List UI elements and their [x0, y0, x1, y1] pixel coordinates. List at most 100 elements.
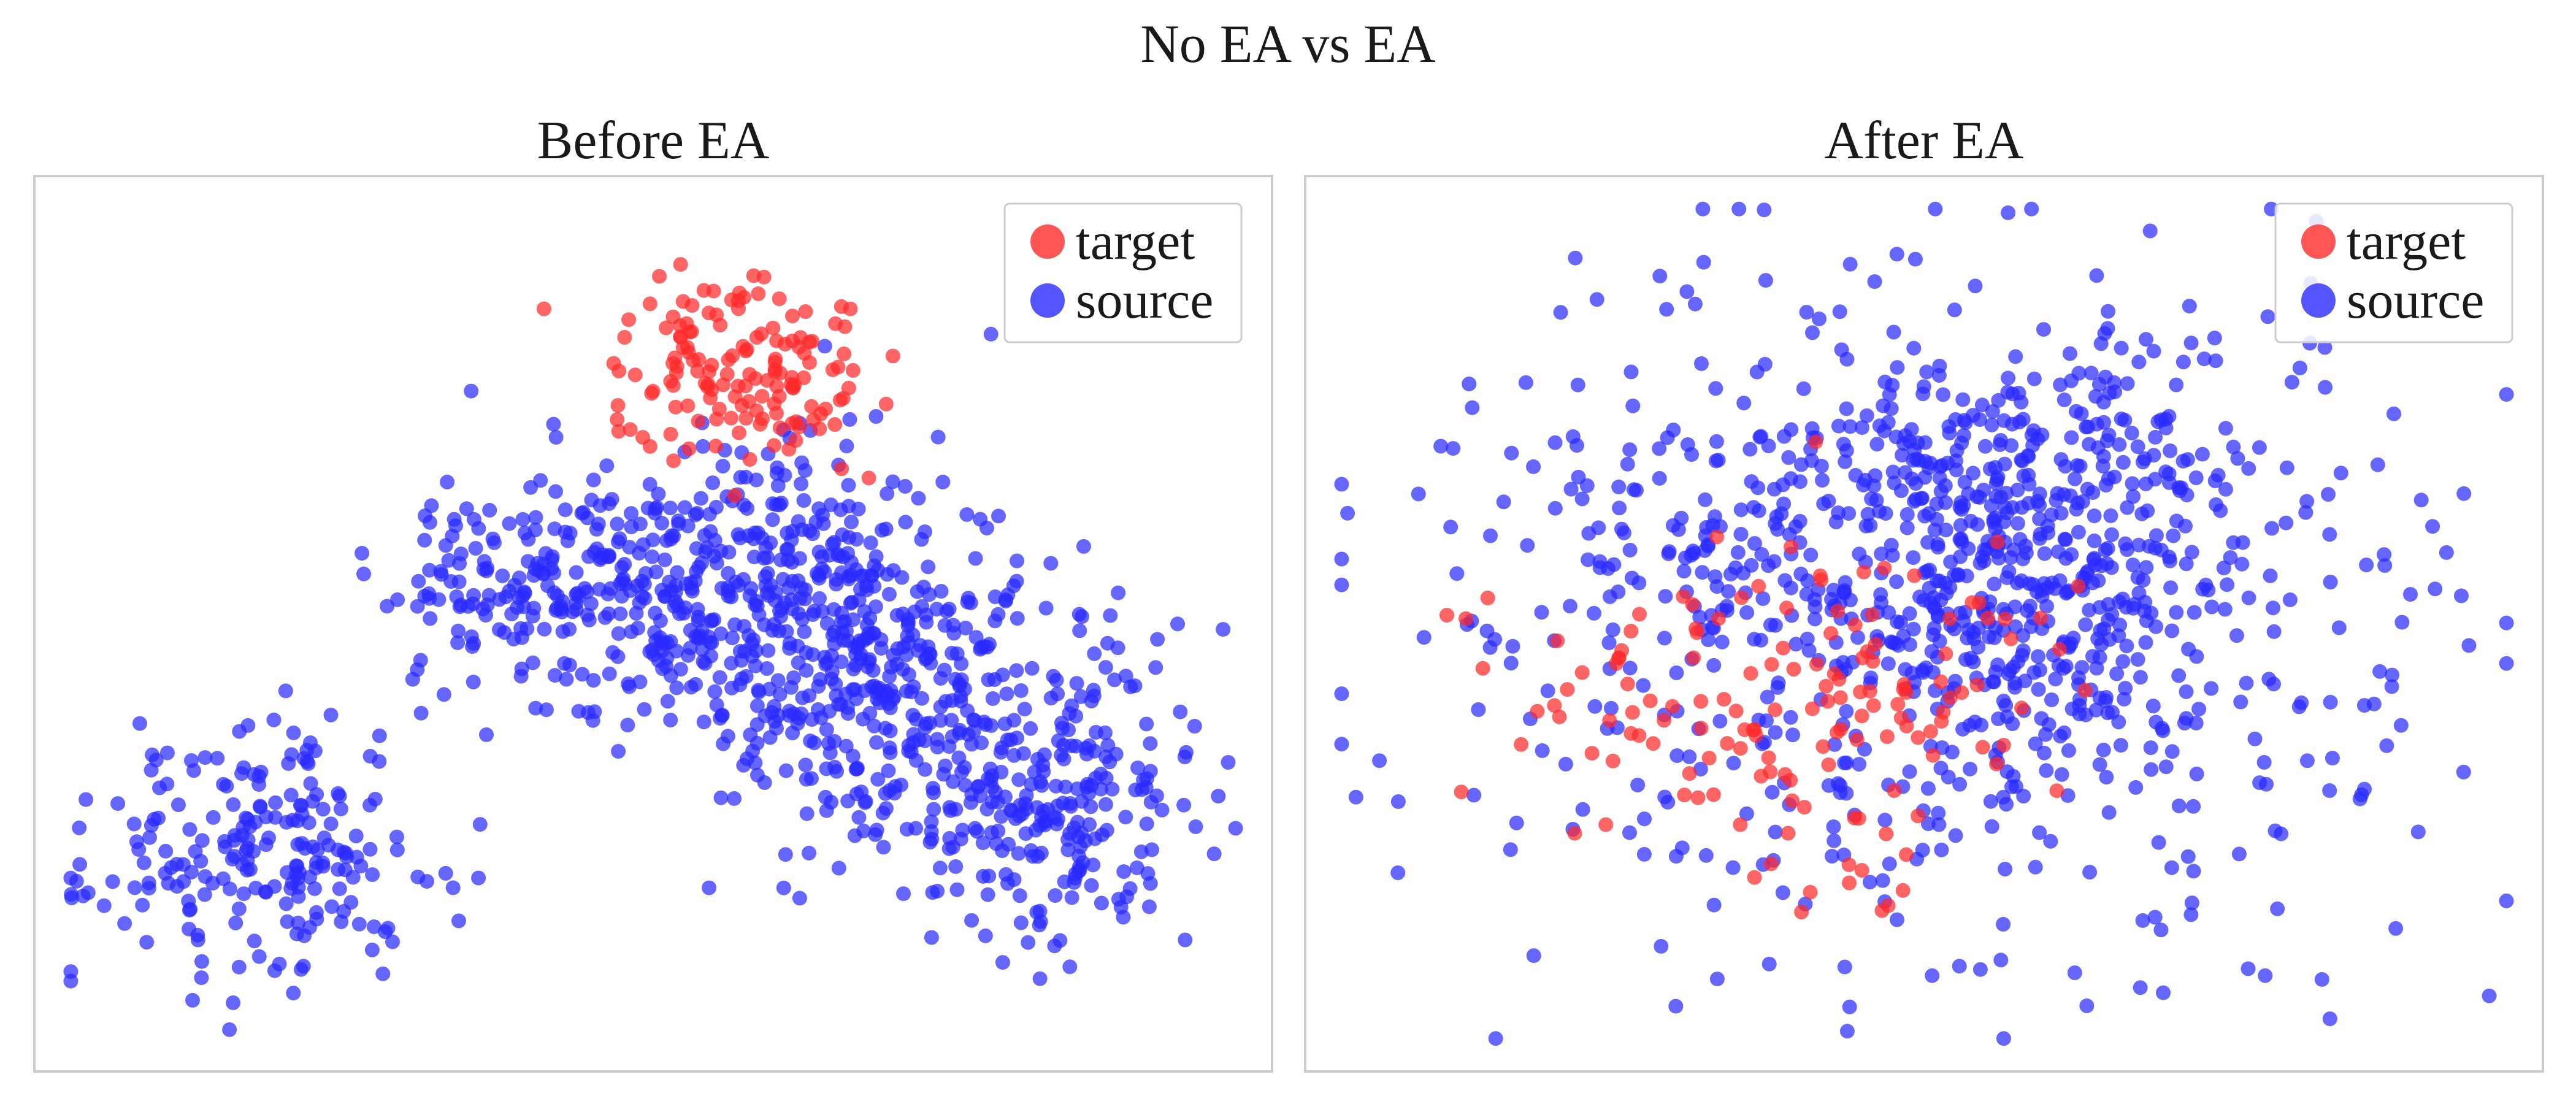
target-point	[1530, 703, 1545, 719]
source-point	[185, 992, 200, 1008]
source-point	[2292, 360, 2307, 375]
figure-title: No EA vs EA	[1140, 15, 1436, 74]
source-point	[878, 786, 893, 801]
target-point	[768, 351, 783, 367]
source-point	[294, 798, 309, 813]
source-point	[790, 716, 805, 731]
source-point	[1018, 826, 1033, 841]
source-point	[901, 743, 916, 759]
source-point	[702, 880, 717, 895]
source-point	[1920, 816, 1936, 831]
source-point	[1636, 846, 1652, 862]
source-point	[988, 784, 1003, 800]
source-point	[1709, 434, 1724, 449]
source-point	[759, 661, 775, 676]
source-point	[2130, 439, 2145, 454]
source-point	[1991, 711, 2006, 726]
source-point	[1698, 528, 1713, 543]
target-point	[1980, 610, 1995, 626]
source-point	[464, 383, 479, 399]
target-point	[1847, 810, 1862, 826]
source-point	[899, 683, 914, 699]
source-point	[2090, 440, 2106, 455]
source-point	[2012, 532, 2028, 547]
source-point	[258, 884, 273, 899]
source-point	[1733, 527, 1749, 542]
source-point	[716, 736, 731, 751]
target-point	[837, 347, 852, 361]
source-point	[2454, 588, 2469, 604]
source-point	[1612, 500, 1627, 516]
source-point	[2031, 649, 2045, 664]
target-point	[751, 286, 766, 301]
source-point	[724, 680, 740, 696]
source-point	[452, 599, 467, 615]
target-point	[1854, 863, 1869, 878]
target-point	[1550, 633, 1565, 648]
source-point	[867, 578, 882, 594]
source-point	[869, 735, 884, 750]
source-point	[1832, 304, 1847, 320]
source-point	[1771, 675, 1786, 691]
source-point	[332, 881, 347, 897]
target-point	[1711, 611, 1726, 626]
target-point	[1720, 736, 1735, 751]
source-point	[440, 474, 455, 489]
source-point	[1144, 842, 1159, 857]
source-point	[2143, 740, 2158, 756]
source-point	[517, 525, 532, 540]
source-point	[2140, 503, 2155, 518]
source-point	[933, 584, 949, 599]
source-point	[637, 591, 653, 606]
source-point	[802, 845, 816, 861]
target-point	[1728, 703, 1744, 719]
source-point	[819, 616, 835, 631]
source-point	[1535, 743, 1550, 758]
source-point	[1052, 933, 1068, 948]
source-point	[780, 526, 795, 541]
source-point	[1929, 512, 1944, 527]
target-point	[742, 452, 757, 467]
source-point	[677, 605, 691, 621]
source-point	[127, 880, 142, 895]
source-point	[236, 886, 251, 902]
source-point	[1176, 797, 1192, 813]
source-point	[1652, 470, 1667, 486]
source-point	[1143, 876, 1158, 891]
source-point	[984, 768, 1000, 783]
source-point	[1763, 617, 1778, 632]
source-point	[333, 802, 348, 816]
source-point	[576, 505, 591, 520]
source-point	[1056, 751, 1071, 767]
source-point	[663, 713, 678, 727]
source-point	[1899, 507, 1915, 522]
source-point	[1944, 745, 1960, 760]
source-point	[1888, 429, 1904, 445]
source-point	[2112, 618, 2128, 632]
source-point	[1714, 634, 1730, 650]
source-point	[842, 412, 857, 427]
source-point	[1993, 433, 2008, 448]
target-point	[1853, 684, 1868, 700]
source-point	[770, 673, 786, 688]
source-point	[2461, 638, 2477, 653]
source-point	[1902, 434, 1917, 449]
source-point	[1993, 953, 2009, 968]
source-point	[169, 879, 185, 894]
source-point	[1097, 725, 1113, 740]
source-point	[1622, 542, 1638, 558]
source-point	[589, 521, 604, 537]
source-point	[2207, 331, 2222, 346]
source-point	[1770, 522, 1785, 537]
source-point	[1032, 971, 1048, 986]
source-point	[2403, 587, 2418, 602]
source-point	[1972, 412, 1987, 427]
source-point	[1983, 461, 1998, 477]
source-point	[1058, 780, 1073, 795]
source-point	[581, 549, 596, 564]
source-point	[2370, 457, 2385, 472]
source-point	[1017, 702, 1032, 717]
source-point	[194, 833, 210, 848]
source-point	[2331, 620, 2347, 635]
target-point	[621, 312, 636, 328]
